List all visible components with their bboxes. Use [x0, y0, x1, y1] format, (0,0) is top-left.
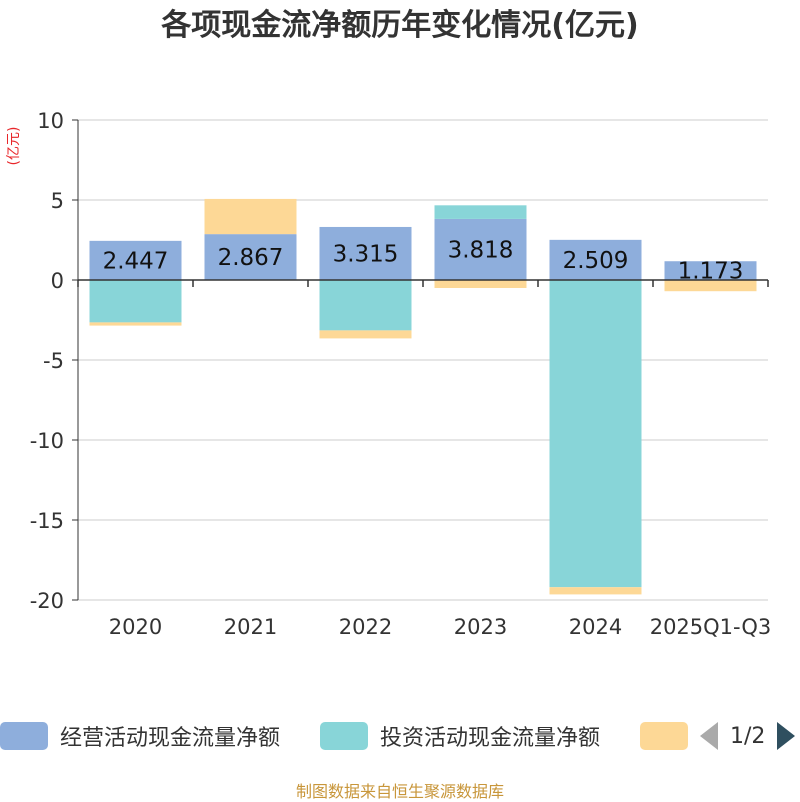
bar-value-label-2020: 2.447 [103, 248, 169, 274]
bar-series2-2022 [319, 330, 412, 339]
bar-series0-2024 [549, 239, 642, 280]
x-tick-label: 2020 [109, 615, 162, 639]
bar-series2-2020 [89, 322, 182, 326]
bar-series1-2023 [434, 205, 527, 219]
bar-series2-2024 [549, 587, 642, 595]
cash-flow-chart: 10 5 0 -5 -10 -15 -20 (亿元) 2.447 2.867 3.315 3.818 2… [6, 109, 772, 639]
legend-prev-page-icon[interactable] [700, 722, 718, 750]
bar-series2-2025Q1-Q3 [664, 280, 757, 292]
x-tick-label: 2023 [454, 615, 507, 639]
legend-swatch-financing [640, 722, 688, 750]
bar-series2-2023 [434, 280, 527, 288]
legend-label-operating: 经营活动现金流量净额 [60, 726, 281, 751]
bar-series0-2025Q1-Q3 [664, 261, 757, 280]
bar-series1-2022 [319, 280, 412, 331]
bar-series0-2022 [319, 226, 412, 280]
legend-swatch-operating [0, 722, 48, 750]
y-tick-label: 10 [37, 109, 64, 133]
legend-next-page-icon[interactable] [777, 722, 796, 750]
legend-swatch-investing [320, 722, 368, 750]
bar-value-label-2024: 2.509 [563, 248, 629, 274]
bar-value-label-2023: 3.818 [448, 237, 514, 263]
x-tick-label: 2021 [224, 615, 277, 639]
y-tick-label: 5 [51, 189, 64, 213]
bar-series0-2023 [434, 218, 527, 280]
data-source-note: 制图数据来自恒生聚源数据库 [295, 782, 504, 801]
bar-value-label-2022: 3.315 [333, 241, 399, 267]
legend-label-investing: 投资活动现金流量净额 [380, 726, 601, 751]
y-tick-label: 0 [51, 269, 64, 293]
bar-series1-2024 [549, 280, 642, 588]
x-tick-label: 2025Q1-Q3 [650, 615, 772, 639]
legend-item-operating[interactable]: 经营活动现金流量净额 [0, 716, 280, 756]
legend-page-indicator: 1/2 [730, 723, 766, 749]
legend-pager: 1/2 [700, 716, 796, 756]
y-tick-label: -5 [43, 349, 64, 373]
bar-series0-2021 [204, 234, 297, 280]
bar-series1-2020 [89, 280, 182, 323]
chart-title: 各项现金流净额历年变化情况(亿元) [161, 8, 639, 43]
legend: 经营活动现金流量净额 投资活动现金流量净额 1/2 [0, 716, 800, 756]
y-axis-unit-label: (亿元) [6, 127, 22, 166]
y-tick-label: -10 [30, 429, 64, 453]
legend-item-investing[interactable]: 投资活动现金流量净额 [320, 716, 600, 756]
bar-series0-2020 [89, 240, 182, 280]
y-tick-label: -15 [30, 509, 64, 533]
x-tick-label: 2024 [569, 615, 622, 639]
bar-series2-2021 [204, 198, 297, 235]
legend-item-financing[interactable] [640, 716, 688, 756]
x-tick-label: 2022 [339, 615, 392, 639]
bar-value-label-2021: 2.867 [218, 245, 284, 271]
y-tick-label: -20 [30, 589, 64, 613]
